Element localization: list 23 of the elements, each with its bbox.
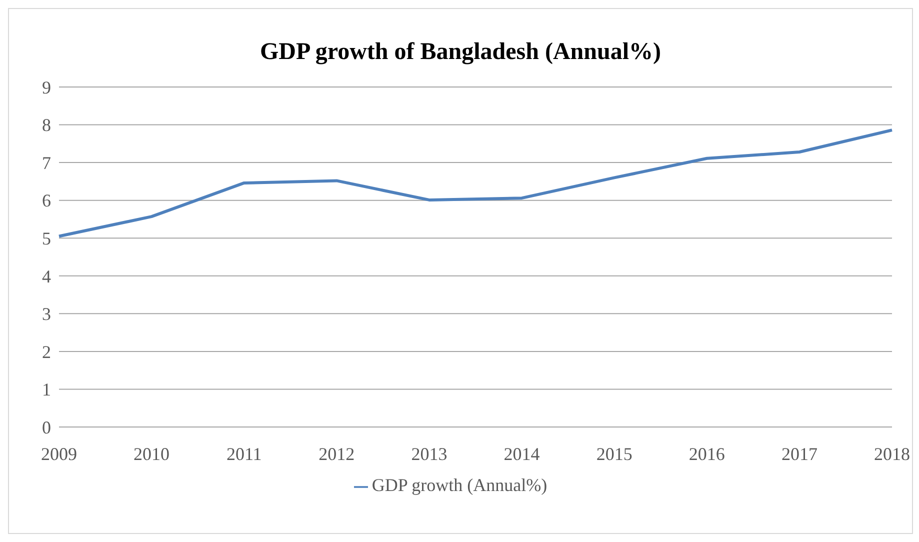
- x-tick-label: 2015: [596, 444, 632, 464]
- y-tick-label: 1: [42, 380, 51, 400]
- y-tick-label: 9: [42, 77, 51, 98]
- y-tick-label: 2: [42, 342, 51, 362]
- x-tick-label: 2016: [688, 444, 725, 464]
- x-tick-label: 2013: [411, 444, 448, 464]
- x-tick-label: 2017: [781, 444, 818, 464]
- y-tick-label: 8: [42, 115, 51, 136]
- x-tick-label: 2012: [318, 444, 355, 464]
- x-tick-label: 2009: [41, 444, 77, 464]
- chart-title: GDP growth of Bangladesh (Annual%): [259, 39, 662, 66]
- line-series: [58, 128, 894, 238]
- x-tick-label: 2014: [504, 444, 540, 464]
- x-tick-label: 2011: [226, 444, 262, 464]
- y-tick-label: 3: [42, 304, 51, 324]
- y-tick-label: 4: [42, 266, 51, 286]
- y-tick-label: 0: [42, 417, 51, 438]
- y-tick-label: 6: [42, 190, 51, 211]
- x-tick-label: 2018: [874, 444, 910, 464]
- legend-label: GDP growth (Annual%): [372, 475, 548, 495]
- x-tick-label: 2010: [134, 444, 170, 464]
- y-tick-label: 7: [42, 152, 51, 173]
- y-tick-label: 5: [42, 228, 51, 248]
